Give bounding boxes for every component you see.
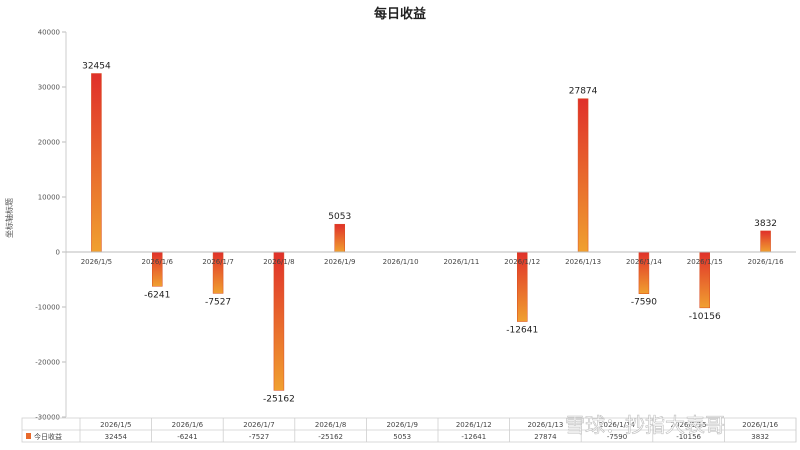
bar — [577, 98, 589, 253]
table-value-cell: -25162 — [318, 433, 343, 441]
bar — [334, 223, 345, 253]
y-tick-label: 0 — [56, 249, 60, 257]
data-label: 5053 — [328, 212, 351, 222]
chart-title: 每日收益 — [374, 6, 426, 22]
bar — [91, 73, 102, 253]
data-label: -12641 — [506, 326, 538, 336]
table-header-cell: 2026/1/6 — [172, 421, 204, 429]
bars-layer: 32454 -6241 -7527 -25162 5053 -12641 27874 -759… — [82, 62, 777, 405]
x-tick-label: 2026/1/16 — [748, 258, 784, 266]
y-tick-label: 20000 — [38, 139, 60, 147]
table-header-cell: 2026/1/16 — [742, 421, 778, 429]
table-value-cell: -10156 — [676, 433, 701, 441]
y-tick-label: -30000 — [35, 414, 60, 422]
table-value-cell: 27874 — [534, 433, 557, 441]
table-header-cell: 2026/1/12 — [456, 421, 492, 429]
data-label: -10156 — [689, 312, 721, 322]
x-tick-label: 2026/1/10 — [383, 258, 419, 266]
data-label: -6241 — [144, 290, 170, 300]
y-tick-label: 40000 — [38, 29, 60, 37]
x-tick-label: 2026/1/12 — [504, 258, 540, 266]
table-value-cell: -7590 — [607, 433, 627, 441]
x-tick-label: 2026/1/14 — [626, 258, 662, 266]
y-tick-label: -10000 — [35, 304, 60, 312]
x-tick-label: 2026/1/13 — [565, 258, 601, 266]
table-header-cell: 2026/1/13 — [527, 421, 563, 429]
x-tick-label: 2026/1/5 — [81, 258, 112, 266]
data-label: -25162 — [263, 394, 295, 404]
y-tick-label: 30000 — [38, 84, 60, 92]
x-axis: 2026/1/5 2026/1/6 2026/1/7 2026/1/8 2026/1/9… — [66, 251, 796, 266]
table-header-cell: 2026/1/14 — [599, 421, 635, 429]
data-label: 3832 — [754, 219, 777, 229]
table-header-cell: 2026/1/15 — [671, 421, 707, 429]
bar — [273, 251, 285, 391]
x-tick-label: 2026/1/6 — [142, 258, 174, 266]
x-tick-label: 2026/1/8 — [263, 258, 294, 266]
legend-label: 今日收益 — [34, 432, 62, 441]
y-tick-label: -20000 — [35, 359, 60, 367]
x-tick-label: 2026/1/9 — [324, 258, 355, 266]
x-tick-label: 2026/1/15 — [687, 258, 723, 266]
watermark-text: 雪球：抄指大表哥 — [565, 413, 725, 437]
table-value-cell: 3832 — [751, 433, 769, 441]
table-header-cell: 2026/1/8 — [315, 421, 346, 429]
table-value-cell: 32454 — [105, 433, 128, 441]
bar — [760, 230, 771, 253]
y-axis: 40000 30000 20000 10000 0 -10000 -20000 -30000 — [35, 29, 67, 422]
table-header-cell: 2026/1/7 — [243, 421, 274, 429]
table-value-cell: -6241 — [177, 433, 197, 441]
table-header-cell: 2026/1/9 — [386, 421, 417, 429]
table-value-cell: -12641 — [461, 433, 486, 441]
x-tick-label: 2026/1/7 — [202, 258, 233, 266]
data-label: 27874 — [569, 87, 598, 97]
y-tick-label: 10000 — [38, 194, 60, 202]
data-label: -7527 — [205, 297, 231, 307]
table-value-cell: 5053 — [393, 433, 411, 441]
table-header-cell: 2026/1/5 — [100, 421, 131, 429]
data-table: 2026/1/5 32454 2026/1/6 -6241 2026/1/7 -7527 2… — [21, 417, 797, 443]
data-label: -7590 — [631, 298, 657, 308]
data-label: 32454 — [82, 62, 111, 72]
table-value-cell: -7527 — [249, 433, 269, 441]
legend-swatch — [26, 433, 31, 439]
y-axis-title: 坐标轴标题 — [4, 198, 14, 238]
x-tick-label: 2026/1/11 — [443, 258, 479, 266]
